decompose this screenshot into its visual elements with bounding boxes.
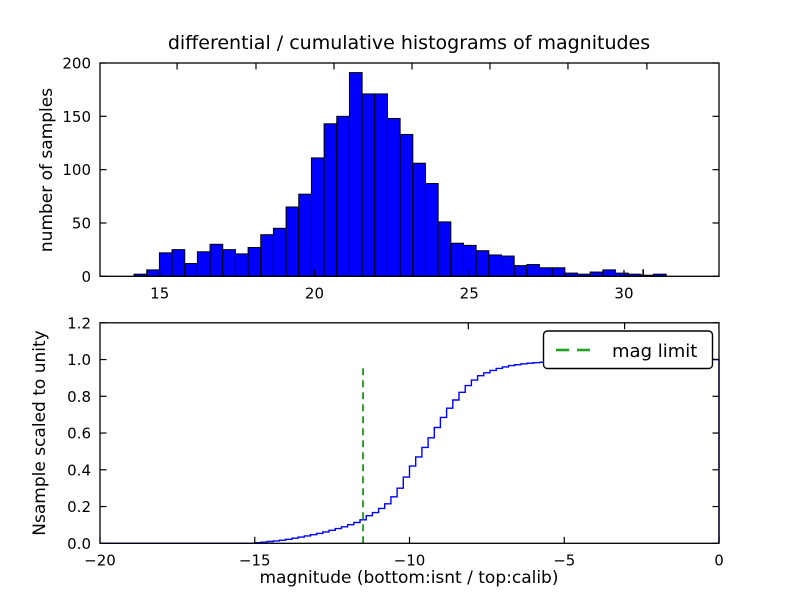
bar <box>602 269 617 277</box>
bar <box>361 93 376 277</box>
bar <box>399 133 414 277</box>
bar <box>209 243 224 277</box>
bar <box>222 249 236 277</box>
x-tick-label: −10 <box>394 551 426 569</box>
histogram-bars <box>133 72 667 277</box>
y-tick-label: 0.6 <box>67 425 91 443</box>
legend: mag limit <box>542 330 714 370</box>
bar <box>234 253 249 277</box>
y-tick-label: 150 <box>62 108 91 126</box>
x-tick-label: 0 <box>714 551 724 569</box>
bar <box>247 247 262 277</box>
x-tick-label: 30 <box>614 284 633 302</box>
cumulative-plot: −20 −15 −10 −5 0 0.0 0.2 0.4 0.6 0.8 1.0 1.2 <box>67 314 724 569</box>
legend-box <box>542 330 714 370</box>
bar <box>526 264 541 277</box>
bar <box>513 265 528 277</box>
bar <box>196 251 211 277</box>
y-tick-label: 1.0 <box>67 351 91 369</box>
bottom-y-axis-label: Nsample scaled to unity <box>30 330 50 535</box>
top-y-axis-label: number of samples <box>37 88 57 252</box>
bar <box>260 234 274 277</box>
legend-label: mag limit <box>612 341 697 362</box>
bar <box>348 72 363 277</box>
bar <box>437 221 452 277</box>
x-tick-label: 15 <box>150 284 169 302</box>
x-tick-label: −15 <box>239 551 271 569</box>
x-axis-label: magnitude (bottom:isnt / top:calib) <box>260 568 559 588</box>
bar <box>184 263 198 277</box>
bar <box>310 157 325 277</box>
bar <box>539 267 553 277</box>
bar <box>424 183 439 277</box>
y-tick-label: 50 <box>72 214 91 232</box>
bar <box>298 193 312 277</box>
y-tick-label: 200 <box>62 55 91 73</box>
bar <box>158 252 173 277</box>
bar <box>272 227 287 277</box>
bar <box>501 255 515 277</box>
y-tick-label: 0.0 <box>67 535 91 553</box>
y-tick-label: 0.2 <box>67 498 91 516</box>
x-tick-label: 20 <box>305 284 324 302</box>
y-tick-label: 0.4 <box>67 461 91 479</box>
y-tick-label: 0 <box>81 268 91 286</box>
bar <box>475 250 490 277</box>
step-curve <box>100 358 720 544</box>
bar <box>146 269 160 277</box>
x-tick-label: −20 <box>84 551 116 569</box>
y-tick-label: 100 <box>62 161 91 179</box>
bar <box>285 206 300 277</box>
bar <box>412 162 426 277</box>
bar <box>323 123 338 277</box>
x-tick-label: −5 <box>553 551 575 569</box>
bar <box>450 242 464 277</box>
bar <box>488 254 503 277</box>
bar <box>374 93 388 277</box>
y-tick-label: 0.8 <box>67 388 91 406</box>
bar <box>171 249 186 277</box>
bar <box>386 117 401 277</box>
y-tick-label: 1.2 <box>67 314 91 332</box>
x-tick-label: 25 <box>460 284 479 302</box>
top-histogram-plot: 15 20 25 30 0 50 100 150 200 <box>62 55 720 302</box>
figure-title: differential / cumulative histograms of … <box>168 32 650 54</box>
bar <box>551 267 566 277</box>
bar <box>336 115 350 277</box>
